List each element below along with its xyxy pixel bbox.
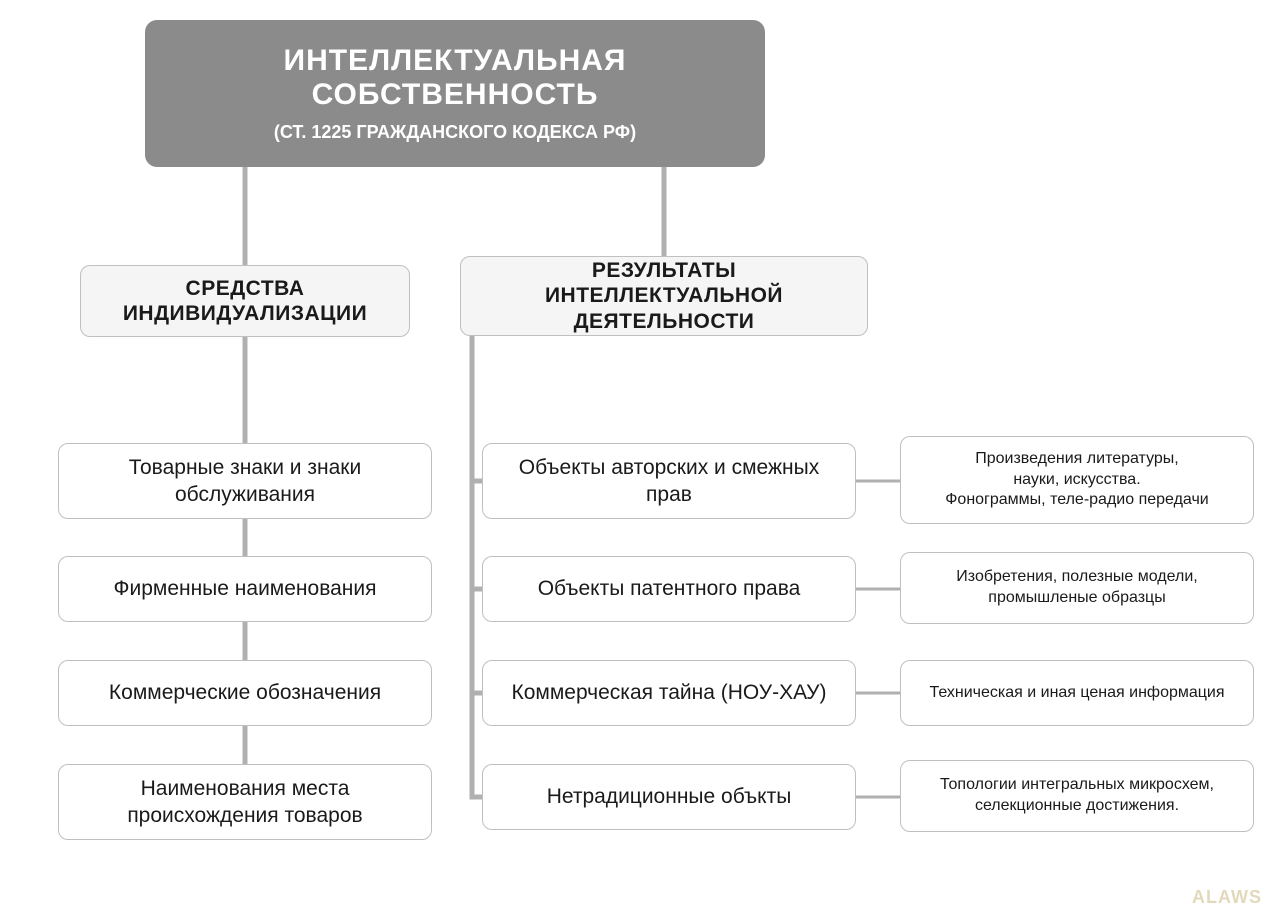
root-subtitle: (СТ. 1225 ГРАЖДАНСКОГО КОДЕКСА РФ) — [175, 122, 735, 143]
leaf-origin-names: Наименования места происхождения товаров — [58, 764, 432, 840]
leaf-label: Фирменные наименования — [114, 575, 377, 602]
leaf-label: Коммерческие обозначения — [109, 679, 381, 706]
root-title: ИНТЕЛЛЕКТУАЛЬНАЯ СОБСТВЕННОСТЬ — [175, 44, 735, 112]
leaf-knowhow: Коммерческая тайна (НОУ-ХАУ) — [482, 660, 856, 726]
leaf-label: Нетрадиционные объкты — [547, 783, 792, 810]
leaf-copyright-detail: Произведения литературы, науки, искусств… — [900, 436, 1254, 524]
leaf-knowhow-detail: Техническая и иная ценая информация — [900, 660, 1254, 726]
leaf-label: Коммерческая тайна (НОУ-ХАУ) — [511, 679, 826, 706]
leaf-patent: Объекты патентного права — [482, 556, 856, 622]
leaf-label: Объекты патентного права — [538, 575, 801, 602]
branch-left-label: СРЕДСТВА ИНДИВИДУАЛИЗАЦИИ — [91, 276, 399, 326]
leaf-label: Произведения литературы, науки, искусств… — [945, 449, 1208, 511]
leaf-label: Товарные знаки и знаки обслуживания — [69, 454, 421, 509]
leaf-label: Техническая и иная ценая информация — [929, 683, 1224, 704]
leaf-commercial-designations: Коммерческие обозначения — [58, 660, 432, 726]
leaf-trademarks: Товарные знаки и знаки обслуживания — [58, 443, 432, 519]
watermark: ALAWS — [1192, 887, 1262, 908]
leaf-label: Топологии интегральных микросхем, селекц… — [911, 775, 1243, 817]
leaf-copyright: Объекты авторских и смежных прав — [482, 443, 856, 519]
root-node: ИНТЕЛЛЕКТУАЛЬНАЯ СОБСТВЕННОСТЬ (СТ. 1225… — [145, 20, 765, 167]
leaf-label: Изобретения, полезные модели, промышлены… — [911, 567, 1243, 609]
leaf-label: Объекты авторских и смежных прав — [493, 454, 845, 509]
branch-right-label: РЕЗУЛЬТАТЫ ИНТЕЛЛЕКТУАЛЬНОЙ ДЕЯТЕЛЬНОСТИ — [471, 258, 857, 334]
leaf-patent-detail: Изобретения, полезные модели, промышлены… — [900, 552, 1254, 624]
leaf-nontraditional-detail: Топологии интегральных микросхем, селекц… — [900, 760, 1254, 832]
branch-left: СРЕДСТВА ИНДИВИДУАЛИЗАЦИИ — [80, 265, 410, 337]
leaf-firm-names: Фирменные наименования — [58, 556, 432, 622]
leaf-nontraditional: Нетрадиционные объкты — [482, 764, 856, 830]
branch-right: РЕЗУЛЬТАТЫ ИНТЕЛЛЕКТУАЛЬНОЙ ДЕЯТЕЛЬНОСТИ — [460, 256, 868, 336]
leaf-label: Наименования места происхождения товаров — [69, 775, 421, 830]
